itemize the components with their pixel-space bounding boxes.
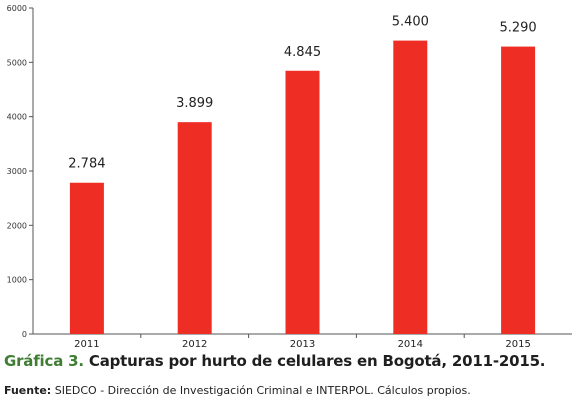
y-tick-label: 1000: [7, 276, 27, 285]
data-label-2013: 4.845: [284, 45, 321, 60]
x-tick-label: 2011: [74, 339, 99, 350]
bar-2011: [69, 182, 104, 334]
bars: [69, 40, 536, 335]
figure-number: Gráfica 3.: [4, 352, 84, 370]
data-labels: 2.784 3.899 4.845 5.400 5.290: [68, 15, 536, 172]
bar-2014: [393, 40, 428, 334]
bar-2013: [285, 70, 320, 334]
x-tick-label: 2013: [290, 339, 315, 350]
y-tick-label: 4000: [7, 113, 27, 122]
figure-title: Capturas por hurto de celulares en Bogot…: [88, 352, 546, 370]
y-axis: 0 1000 2000 3000 4000 5000 6000: [7, 4, 34, 339]
bar-2012: [177, 122, 212, 335]
figure-caption: Gráfica 3. Capturas por hurto de celular…: [4, 352, 546, 370]
y-tick-label: 5000: [7, 58, 27, 67]
y-tick-label: 3000: [7, 167, 27, 176]
figure-source: Fuente: SIEDCO - Dirección de Investigac…: [4, 384, 471, 397]
data-label-2011: 2.784: [68, 157, 105, 172]
y-tick-label: 0: [22, 330, 27, 339]
data-label-2012: 3.899: [176, 96, 213, 111]
x-tick-label: 2014: [398, 339, 423, 350]
x-tick-label: 2012: [182, 339, 207, 350]
x-axis: 2011 2012 2013 2014 2015: [33, 333, 572, 350]
data-label-2014: 5.400: [392, 15, 429, 30]
bar-2015: [501, 46, 536, 335]
x-tick-label: 2015: [505, 339, 530, 350]
source-label: Fuente:: [4, 384, 52, 397]
source-text: SIEDCO - Dirección de Investigación Crim…: [54, 384, 471, 397]
data-label-2015: 5.290: [499, 21, 536, 36]
y-tick-label: 2000: [7, 221, 27, 230]
y-tick-label: 6000: [7, 4, 27, 13]
